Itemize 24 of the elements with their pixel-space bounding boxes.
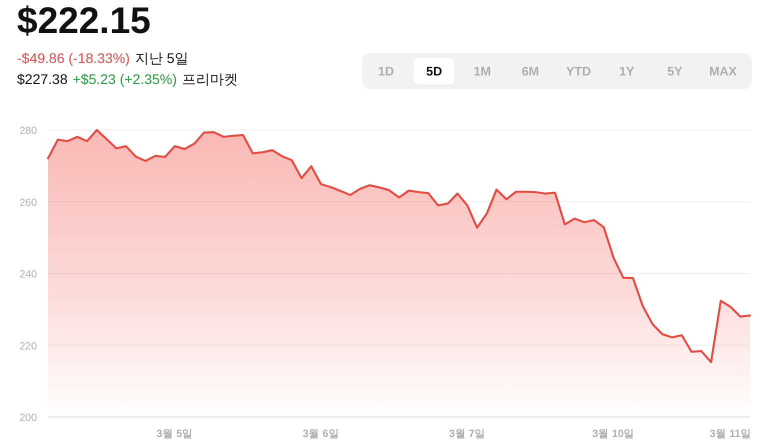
text: 1D — [378, 64, 394, 78]
text: 1M — [474, 64, 491, 78]
text: MAX — [709, 64, 738, 78]
text: 5D — [426, 64, 442, 78]
y-tick-label: 260 — [19, 196, 38, 209]
text: -$49.86 (-18.33%) — [17, 50, 130, 66]
text: 지난 5일 — [134, 50, 189, 66]
text: 5Y — [667, 64, 684, 78]
text: 프리마켓 — [182, 71, 238, 87]
chart-title: $222.15 — [17, 0, 151, 41]
x-tick-label: 3월 7일 — [448, 428, 486, 440]
x-tick-label: 3월 5일 — [156, 428, 194, 440]
text: $227.38 — [17, 71, 68, 87]
x-tick-label: 3월 10일 — [592, 428, 635, 440]
x-tick-label: 3월 11일 — [710, 428, 752, 440]
x-tick-label: 3월 6일 — [302, 428, 340, 440]
text: YTD — [566, 64, 592, 78]
y-tick-label: 200 — [19, 412, 38, 424]
text: 1Y — [619, 64, 636, 78]
y-tick-label: 280 — [19, 125, 38, 137]
text: +$5.23 (+2.35%) — [72, 71, 177, 87]
text: 6M — [522, 64, 540, 78]
y-tick-label: 240 — [19, 268, 38, 280]
y-tick-label: 220 — [19, 340, 38, 352]
